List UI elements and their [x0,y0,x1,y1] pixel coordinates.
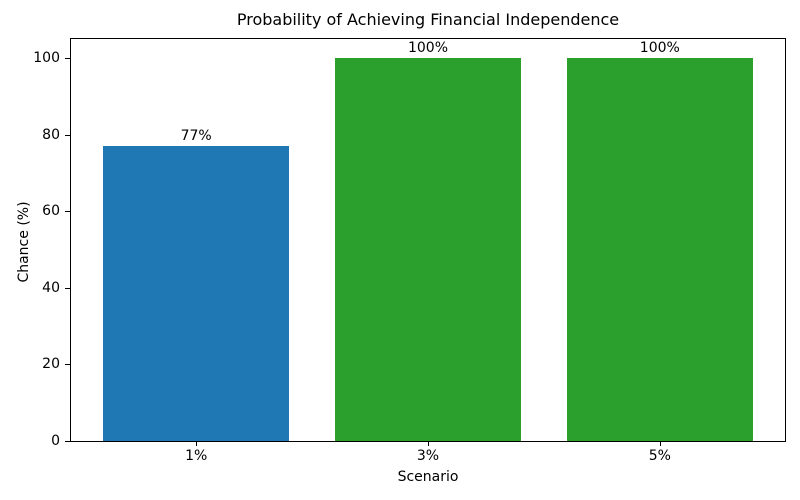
bar-5% [567,58,753,441]
y-tick-label: 0 [51,433,60,449]
y-tick-label: 80 [42,126,60,143]
bar-value-label: 100% [639,40,680,57]
x-tick-mark [196,442,198,446]
y-tick-label: 60 [42,203,60,220]
y-tick-label: 40 [42,279,60,296]
x-tick-mark [428,442,429,446]
bar-value-label: 100% [407,40,449,57]
y-tick-mark [65,211,70,213]
bar-value-label: 77% [180,128,212,145]
y-tick-label: 100 [33,50,60,67]
y-tick-label: 20 [42,356,60,373]
y-tick-mark [65,364,70,366]
chart-title: Probability of Achieving Financial Indep… [236,10,620,29]
x-tick-mark [659,442,661,446]
y-tick-mark [65,58,70,60]
y-tick-mark [65,287,70,289]
bar-3% [335,58,521,441]
x-tick-label: 3% [416,448,440,464]
bar-1% [103,146,289,441]
x-tick-label: 1% [185,448,208,464]
x-axis-label: Scenario [397,469,459,485]
plot-area [70,38,786,442]
y-tick-mark [65,441,70,442]
x-tick-label: 5% [648,448,671,464]
y-tick-mark [65,134,70,136]
